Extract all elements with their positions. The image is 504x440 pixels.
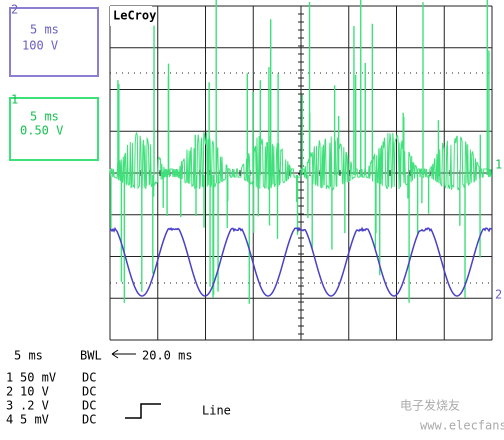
channel-scale: .2 V (20, 399, 49, 413)
channel-scale: 5 mV (20, 413, 49, 427)
channel-number: 1 (6, 371, 13, 385)
channel-timebase: 5 ms (30, 110, 59, 124)
channel-scale: 10 V (20, 385, 49, 399)
waveforms (109, 0, 493, 304)
channel-coupling: DC (82, 371, 96, 385)
channel-list: 1 50 mV DC 2 10 V DC 3 .2 V DC 4 5 mV DC (6, 371, 96, 427)
trigger-icon (125, 403, 161, 419)
filter: BWL (80, 349, 102, 363)
channel-number: 2 (6, 385, 13, 399)
channel-coupling: DC (82, 399, 96, 413)
trace-marker: 1 (495, 158, 502, 172)
timebase: 5 ms (14, 349, 43, 363)
channel-number: 2 (11, 3, 18, 17)
span: 20.0 ms (142, 349, 193, 363)
channel-1-trace (109, 131, 492, 192)
watermark-url: www.elecfans.com (420, 419, 504, 433)
brand: LeCroy (113, 9, 156, 23)
channel-2-trace (109, 226, 493, 297)
channel-number: 1 (11, 93, 18, 107)
channel-scale: 100 V (22, 39, 58, 53)
channel-box (9, 7, 99, 77)
brand-box (110, 6, 152, 26)
trigger-source: Line (202, 404, 231, 418)
channel-number: 4 (6, 413, 13, 427)
channel-number: 3 (6, 399, 13, 413)
watermark-title: 电子发烧友 (400, 398, 460, 413)
channel-scale: 0.50 V (20, 124, 63, 138)
channel-timebase: 5 ms (30, 23, 59, 37)
span-arrow-head (111, 349, 119, 359)
channel-coupling: DC (82, 413, 96, 427)
channel-coupling: DC (82, 385, 96, 399)
trace-marker: 2 (495, 288, 502, 302)
channel-box (9, 97, 99, 161)
channel-scale: 50 mV (20, 371, 56, 385)
